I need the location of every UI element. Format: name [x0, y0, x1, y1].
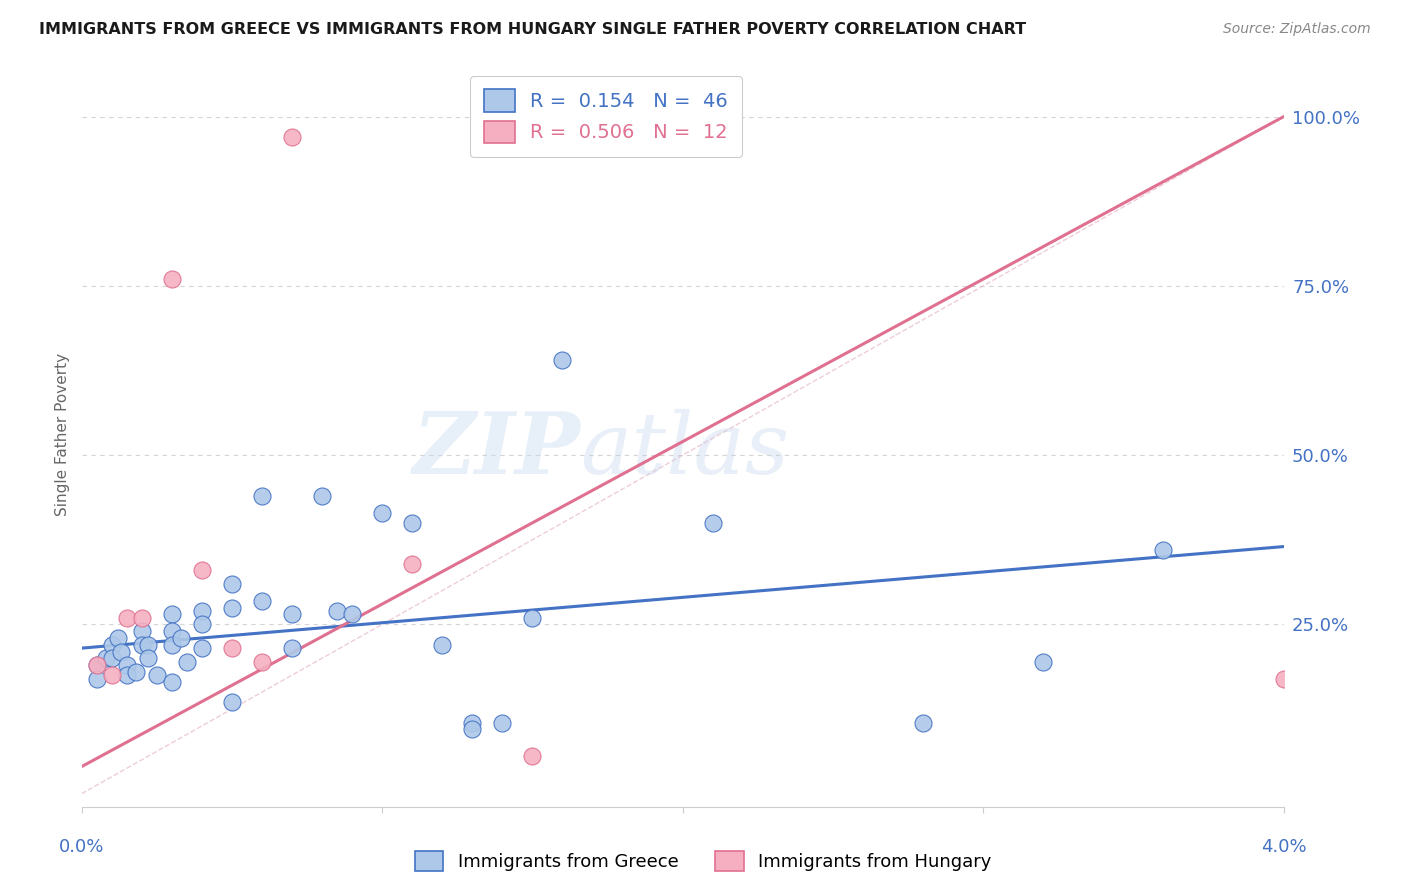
- Point: [461, 723, 484, 737]
- Point: [100, 668, 122, 682]
- Point: [912, 715, 935, 730]
- Point: [160, 638, 183, 652]
- Point: [250, 655, 273, 669]
- Point: [160, 624, 183, 639]
- Point: [432, 638, 454, 652]
- Text: ZIP: ZIP: [412, 408, 581, 491]
- Point: [221, 695, 243, 709]
- Text: Source: ZipAtlas.com: Source: ZipAtlas.com: [1223, 22, 1371, 37]
- Legend: Immigrants from Greece, Immigrants from Hungary: Immigrants from Greece, Immigrants from …: [408, 844, 998, 879]
- Point: [131, 638, 153, 652]
- Point: [221, 641, 243, 656]
- Point: [124, 665, 146, 679]
- Point: [115, 610, 138, 624]
- Point: [401, 516, 423, 530]
- Point: [145, 668, 167, 682]
- Point: [191, 563, 214, 577]
- Point: [221, 577, 243, 591]
- Point: [160, 607, 183, 622]
- Point: [107, 631, 129, 645]
- Legend: R =  0.154   N =  46, R =  0.506   N =  12: R = 0.154 N = 46, R = 0.506 N = 12: [470, 76, 741, 157]
- Point: [100, 638, 122, 652]
- Point: [191, 641, 214, 656]
- Point: [160, 272, 183, 286]
- Point: [281, 641, 304, 656]
- Point: [250, 489, 273, 503]
- Point: [522, 749, 544, 764]
- Text: 4.0%: 4.0%: [1261, 838, 1306, 855]
- Point: [191, 604, 214, 618]
- Point: [281, 130, 304, 145]
- Point: [115, 668, 138, 682]
- Text: IMMIGRANTS FROM GREECE VS IMMIGRANTS FROM HUNGARY SINGLE FATHER POVERTY CORRELAT: IMMIGRANTS FROM GREECE VS IMMIGRANTS FRO…: [39, 22, 1026, 37]
- Point: [170, 631, 193, 645]
- Text: atlas: atlas: [581, 409, 790, 491]
- Point: [100, 651, 122, 665]
- Point: [371, 506, 394, 520]
- Point: [491, 715, 513, 730]
- Text: 0.0%: 0.0%: [59, 838, 104, 855]
- Point: [115, 658, 138, 673]
- Point: [340, 607, 363, 622]
- Point: [131, 624, 153, 639]
- Point: [522, 610, 544, 624]
- Point: [250, 593, 273, 607]
- Point: [326, 604, 349, 618]
- Point: [551, 353, 574, 368]
- Y-axis label: Single Father Poverty: Single Father Poverty: [55, 353, 70, 516]
- Point: [136, 638, 159, 652]
- Point: [191, 617, 214, 632]
- Point: [110, 644, 132, 658]
- Point: [311, 489, 333, 503]
- Point: [86, 658, 108, 673]
- Point: [461, 715, 484, 730]
- Point: [86, 672, 108, 686]
- Point: [94, 651, 117, 665]
- Point: [281, 607, 304, 622]
- Point: [1032, 655, 1054, 669]
- Point: [86, 658, 108, 673]
- Point: [136, 651, 159, 665]
- Point: [702, 516, 724, 530]
- Point: [1272, 672, 1295, 686]
- Point: [160, 675, 183, 690]
- Point: [401, 557, 423, 571]
- Point: [221, 600, 243, 615]
- Point: [1153, 543, 1175, 558]
- Point: [131, 610, 153, 624]
- Point: [176, 655, 198, 669]
